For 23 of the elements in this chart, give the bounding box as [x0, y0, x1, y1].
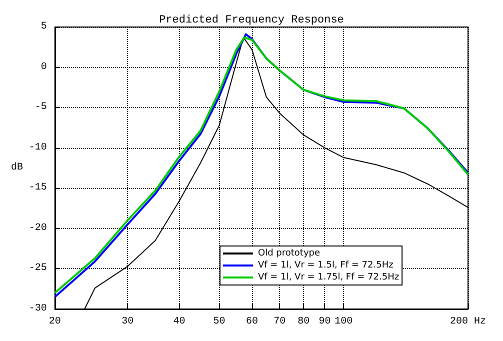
x-tick-label: 20 — [48, 316, 61, 328]
y-tick-label: -5 — [34, 102, 47, 114]
y-axis-title: dB — [10, 162, 23, 174]
x-tick-label: 60 — [246, 316, 258, 328]
x-tick-label: 40 — [173, 316, 186, 328]
x-tick-label: 70 — [274, 316, 286, 328]
y-tick-label: -10 — [28, 142, 47, 154]
y-tick-label: -30 — [28, 304, 47, 314]
y-tick-label: -25 — [28, 263, 47, 274]
chart-title: Predicted Frequency Response — [159, 14, 344, 26]
x-tick-label: 200 Hz — [450, 316, 486, 328]
x-tick-label: 80 — [298, 316, 310, 328]
y-tick-label: -20 — [28, 222, 47, 234]
legend-label: Old prototype — [258, 248, 320, 258]
x-tick-label: 90 — [318, 316, 331, 328]
legend-label: Vf = 1l, Vr = 1.75l, Ff = 72.5Hz — [258, 272, 400, 282]
x-tick-label: 30 — [122, 316, 134, 328]
x-tick-label: 100 — [334, 316, 353, 328]
legend-label: Vf = 1l, Vr = 1.5l, Ff = 72.5Hz — [258, 260, 394, 270]
y-tick-label: 5 — [40, 22, 47, 32]
x-tick-label: 50 — [213, 316, 226, 328]
y-tick-label: -15 — [28, 182, 47, 194]
y-tick-label: 0 — [40, 62, 47, 73]
